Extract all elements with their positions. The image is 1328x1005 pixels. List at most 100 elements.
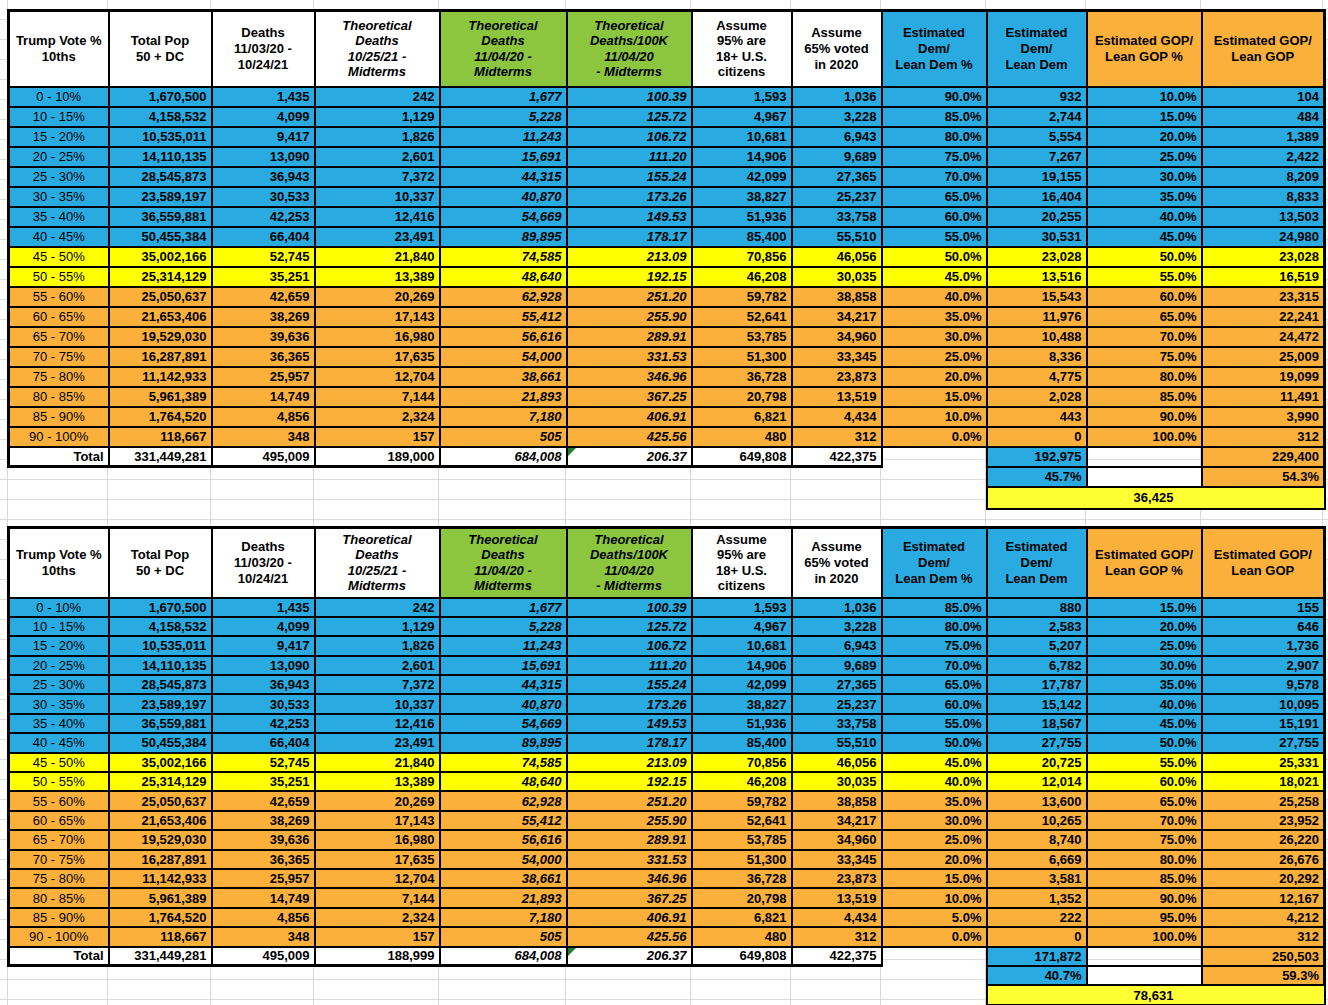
data-cell[interactable]: 2,324 [315, 908, 440, 927]
total-cell[interactable]: 331,449,281 [109, 947, 212, 966]
data-cell[interactable]: 26,220 [1202, 830, 1325, 849]
data-cell[interactable]: 25,314,129 [109, 267, 212, 287]
blank-cell[interactable] [109, 487, 212, 509]
data-cell[interactable]: 34,217 [792, 811, 882, 830]
blank-cell[interactable] [440, 966, 567, 985]
data-cell[interactable]: 10,535,011 [109, 636, 212, 655]
data-cell[interactable]: 0 [987, 927, 1087, 946]
data-cell[interactable]: 38,661 [440, 367, 567, 387]
blank-cell[interactable] [212, 467, 315, 487]
data-cell[interactable]: 7,372 [315, 167, 440, 187]
data-cell[interactable]: 30,533 [212, 187, 315, 207]
data-cell[interactable]: 1,764,520 [109, 908, 212, 927]
data-cell[interactable]: 24,472 [1202, 327, 1325, 347]
vote-band-cell[interactable]: 70 - 75% [9, 850, 109, 869]
vote-band-cell[interactable]: 30 - 35% [9, 187, 109, 207]
blank-cell[interactable] [315, 487, 440, 509]
total-cell[interactable]: 206.37 [567, 447, 692, 467]
data-cell[interactable]: 104 [1202, 87, 1325, 107]
dem-share-cell[interactable]: 40.7% [987, 966, 1087, 985]
column-header-cell[interactable]: Estimated Dem/ Lean Dem % [882, 11, 987, 87]
vote-band-cell[interactable]: 60 - 65% [9, 811, 109, 830]
data-cell[interactable]: 85.0% [882, 107, 987, 127]
data-cell[interactable]: 480 [692, 927, 792, 946]
data-cell[interactable]: 118,667 [109, 927, 212, 946]
blank-cell[interactable] [882, 487, 987, 509]
data-cell[interactable]: 85,400 [692, 227, 792, 247]
data-cell[interactable]: 36,365 [212, 347, 315, 367]
data-cell[interactable]: 40.0% [882, 287, 987, 307]
data-cell[interactable]: 3,228 [792, 107, 882, 127]
data-cell[interactable]: 25,237 [792, 187, 882, 207]
data-cell[interactable]: 12,167 [1202, 888, 1325, 907]
data-cell[interactable]: 192.15 [567, 772, 692, 791]
data-cell[interactable]: 6,669 [987, 850, 1087, 869]
data-cell[interactable]: 16,404 [987, 187, 1087, 207]
dem-total-cell[interactable]: 171,872 [987, 947, 1087, 966]
data-cell[interactable]: 54,669 [440, 207, 567, 227]
data-cell[interactable]: 46,208 [692, 267, 792, 287]
data-cell[interactable]: 19,529,030 [109, 327, 212, 347]
data-cell[interactable]: 20,798 [692, 387, 792, 407]
blank-cell[interactable] [692, 467, 792, 487]
data-cell[interactable]: 1,593 [692, 598, 792, 617]
data-cell[interactable]: 178.17 [567, 227, 692, 247]
data-cell[interactable]: 6,821 [692, 407, 792, 427]
data-cell[interactable]: 46,056 [792, 247, 882, 267]
data-cell[interactable]: 70.0% [882, 656, 987, 675]
data-cell[interactable]: 55.0% [882, 227, 987, 247]
data-cell[interactable]: 7,144 [315, 888, 440, 907]
vote-band-cell[interactable]: 75 - 80% [9, 367, 109, 387]
data-cell[interactable]: 75.0% [1087, 830, 1202, 849]
data-cell[interactable]: 4,856 [212, 407, 315, 427]
data-cell[interactable]: 66,404 [212, 733, 315, 752]
difference-cell[interactable]: 36,425 [987, 487, 1325, 509]
data-cell[interactable]: 5,228 [440, 617, 567, 636]
data-cell[interactable]: 20.0% [882, 367, 987, 387]
vote-band-cell[interactable]: 0 - 10% [9, 87, 109, 107]
data-cell[interactable]: 60.0% [1087, 772, 1202, 791]
data-cell[interactable]: 53,785 [692, 830, 792, 849]
data-cell[interactable]: 52,641 [692, 307, 792, 327]
data-cell[interactable]: 25.0% [1087, 147, 1202, 167]
data-cell[interactable]: 59,782 [692, 287, 792, 307]
data-cell[interactable]: 11,491 [1202, 387, 1325, 407]
data-cell[interactable]: 23,589,197 [109, 187, 212, 207]
data-cell[interactable]: 42,099 [692, 675, 792, 694]
data-cell[interactable]: 51,300 [692, 347, 792, 367]
data-cell[interactable]: 367.25 [567, 387, 692, 407]
data-cell[interactable]: 0.0% [882, 927, 987, 946]
vote-band-cell[interactable]: 80 - 85% [9, 387, 109, 407]
data-cell[interactable]: 17,635 [315, 347, 440, 367]
data-cell[interactable]: 40.0% [882, 772, 987, 791]
vote-band-cell[interactable]: 60 - 65% [9, 307, 109, 327]
column-header-cell[interactable]: Theoretical Deaths 10/25/21 - Midterms [315, 528, 440, 598]
data-cell[interactable]: 6,782 [987, 656, 1087, 675]
data-cell[interactable]: 30.0% [1087, 656, 1202, 675]
data-cell[interactable]: 52,745 [212, 247, 315, 267]
data-cell[interactable]: 312 [792, 927, 882, 946]
data-cell[interactable]: 60.0% [882, 207, 987, 227]
data-cell[interactable]: 4,099 [212, 107, 315, 127]
data-cell[interactable]: 2,422 [1202, 147, 1325, 167]
data-cell[interactable]: 28,545,873 [109, 675, 212, 694]
vote-band-cell[interactable]: 0 - 10% [9, 598, 109, 617]
data-cell[interactable]: 880 [987, 598, 1087, 617]
column-header-cell[interactable]: Estimated GOP/ Lean GOP [1202, 528, 1325, 598]
data-cell[interactable]: 80.0% [1087, 367, 1202, 387]
data-cell[interactable]: 38,858 [792, 287, 882, 307]
data-cell[interactable]: 95.0% [1087, 908, 1202, 927]
data-cell[interactable]: 85,400 [692, 733, 792, 752]
data-cell[interactable]: 1,736 [1202, 636, 1325, 655]
data-cell[interactable]: 65.0% [882, 675, 987, 694]
data-cell[interactable]: 40,870 [440, 694, 567, 713]
vote-band-cell[interactable]: 25 - 30% [9, 675, 109, 694]
data-cell[interactable]: 2,744 [987, 107, 1087, 127]
data-cell[interactable]: 50.0% [1087, 733, 1202, 752]
data-cell[interactable]: 54,000 [440, 850, 567, 869]
data-cell[interactable]: 33,345 [792, 347, 882, 367]
data-cell[interactable]: 14,110,135 [109, 656, 212, 675]
data-cell[interactable]: 20.0% [1087, 127, 1202, 147]
data-cell[interactable]: 13,090 [212, 147, 315, 167]
data-cell[interactable]: 8,740 [987, 830, 1087, 849]
